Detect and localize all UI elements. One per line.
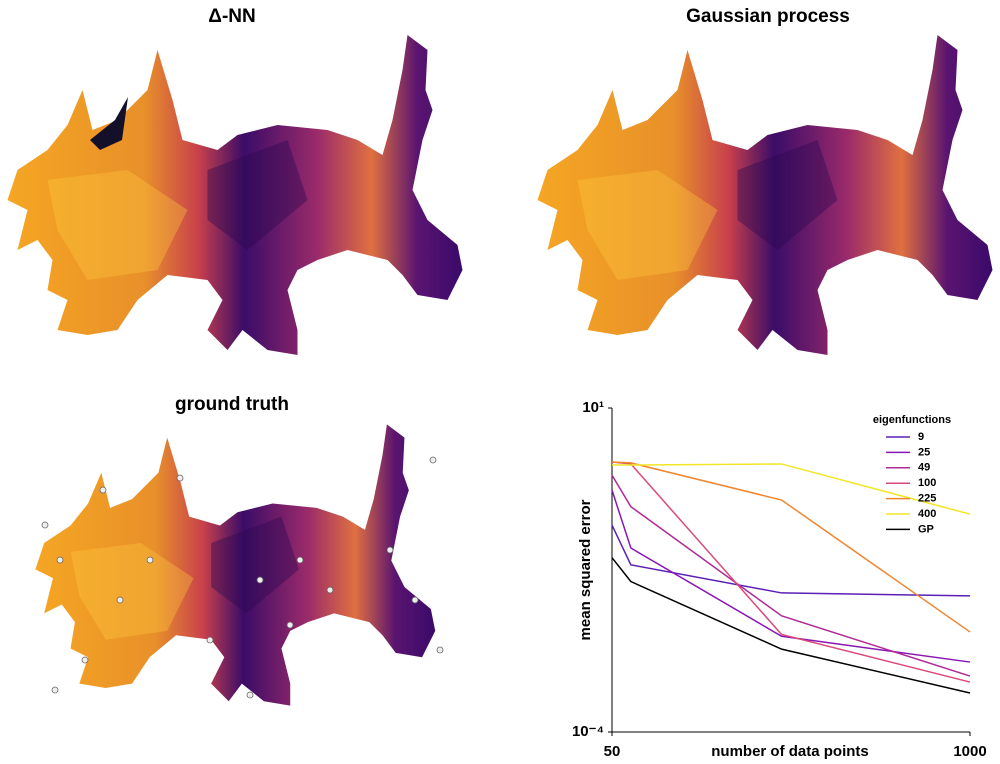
series-line (612, 558, 970, 693)
legend-label: 49 (918, 462, 930, 474)
panel-title: Gaussian process (686, 6, 850, 27)
dragon-render (8, 35, 463, 355)
figure: Δ-NN Gaussian process ground truth 10¹ 10… (0, 0, 1000, 764)
x-axis-label: number of data points (711, 743, 869, 760)
series-line (612, 525, 970, 596)
y-axis-label: mean squared error (577, 499, 594, 640)
panel-title: ground truth (175, 394, 289, 415)
legend-label: 9 (918, 431, 924, 443)
legend-title: eigenfunctions (873, 414, 951, 426)
y-tick-label: 10¹ (582, 399, 604, 416)
x-tick-label: 1000 (953, 743, 986, 760)
y-tick-label: 10⁻⁴ (572, 723, 604, 740)
legend-label: GP (918, 523, 934, 535)
series-line (612, 475, 970, 676)
legend-label: 100 (918, 477, 936, 489)
dragon-render (35, 424, 435, 705)
legend-label: 225 (918, 493, 936, 505)
series-line (612, 462, 970, 632)
x-tick-label: 50 (604, 743, 621, 760)
page: Δ-NN Gaussian process ground truth 10¹ 10… (0, 0, 1000, 764)
legend-label: 400 (918, 508, 936, 520)
panel-title: Δ-NN (208, 6, 255, 27)
dragon-render (538, 35, 993, 355)
legend-label: 25 (918, 446, 930, 458)
